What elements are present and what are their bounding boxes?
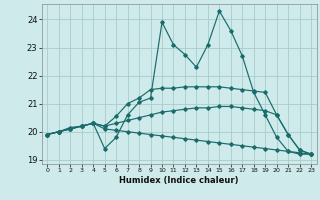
X-axis label: Humidex (Indice chaleur): Humidex (Indice chaleur) <box>119 176 239 185</box>
